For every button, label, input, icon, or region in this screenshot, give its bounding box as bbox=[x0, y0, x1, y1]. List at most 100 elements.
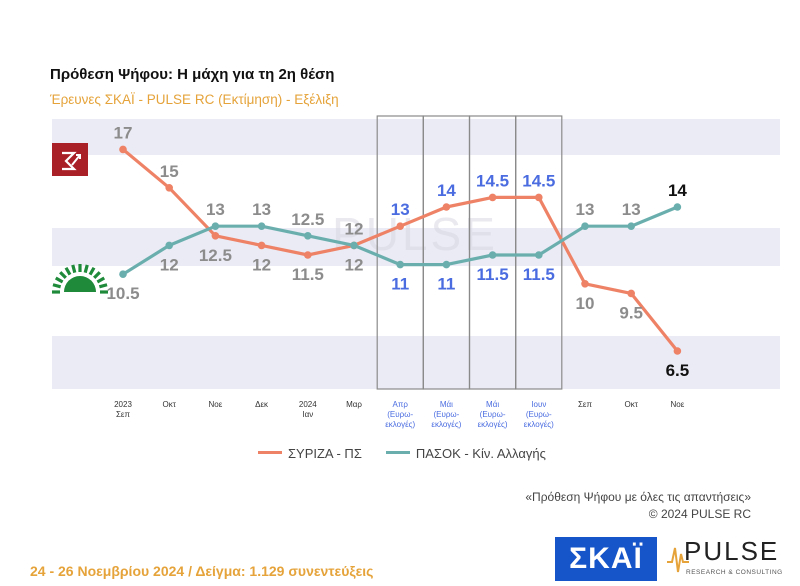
x-tick-9: Ιουν (Ευρω-εκλογές) bbox=[524, 400, 554, 429]
label-syriza-2: 12.5 bbox=[199, 246, 232, 265]
point-pasok-8 bbox=[488, 251, 497, 259]
label-syriza-0: 17 bbox=[114, 123, 133, 142]
x-tick-7: Μάι (Ευρω-εκλογές) bbox=[431, 400, 461, 429]
legend-label-syriza: ΣΥΡΙΖΑ - ΠΣ bbox=[288, 446, 362, 461]
label-pasok-4: 12.5 bbox=[291, 210, 324, 229]
label-syriza-9: 14.5 bbox=[522, 171, 555, 190]
election-period-box bbox=[515, 115, 563, 390]
point-syriza-12 bbox=[673, 347, 682, 355]
sun-ray bbox=[83, 264, 89, 274]
label-pasok-2: 13 bbox=[206, 200, 225, 219]
label-pasok-1: 12 bbox=[160, 255, 179, 274]
point-pasok-9 bbox=[535, 251, 543, 259]
point-syriza-10 bbox=[581, 280, 589, 288]
sun-ray bbox=[93, 271, 101, 279]
label-syriza-10: 10 bbox=[576, 294, 595, 313]
syriza-logo bbox=[52, 143, 88, 176]
point-syriza-6 bbox=[396, 222, 405, 230]
label-pasok-5: 12 bbox=[345, 255, 364, 274]
point-syriza-2 bbox=[211, 232, 220, 240]
grid-band bbox=[52, 336, 780, 389]
sun-ray bbox=[71, 264, 77, 274]
x-tick-6: Απρ (Ευρω-εκλογές) bbox=[385, 400, 415, 429]
label-pasok-9: 11.5 bbox=[523, 265, 555, 284]
pulse-logo: PULSE RESEARCH & CONSULTING bbox=[667, 536, 787, 582]
point-pasok-4 bbox=[304, 232, 312, 240]
sun-ray bbox=[88, 266, 96, 276]
label-syriza-1: 15 bbox=[160, 162, 179, 181]
pasok-logo bbox=[52, 264, 108, 294]
chart-subtitle: Έρευνες ΣΚΑΪ - PULSE RC (Εκτίμηση) - Εξέ… bbox=[50, 92, 339, 107]
x-tick-8: Μάι (Ευρω-εκλογές) bbox=[478, 400, 508, 429]
point-pasok-12 bbox=[673, 203, 682, 211]
note-line-2: © 2024 PULSE RC bbox=[648, 507, 751, 521]
label-pasok-6: 11 bbox=[391, 275, 409, 294]
x-tick-0: 2023 Σεπ bbox=[114, 400, 132, 419]
label-pasok-8: 11.5 bbox=[477, 265, 509, 284]
election-period-boxes bbox=[376, 115, 563, 390]
label-syriza-8: 14.5 bbox=[476, 171, 509, 190]
point-pasok-5 bbox=[350, 241, 358, 250]
x-tick-2: Νοε bbox=[209, 400, 223, 409]
legend-swatch-syriza bbox=[258, 451, 282, 454]
point-syriza-8 bbox=[488, 193, 497, 202]
legend-label-pasok: ΠΑΣΟΚ - Κίν. Αλλαγής bbox=[415, 446, 546, 461]
grid-band bbox=[52, 119, 780, 155]
point-syriza-4 bbox=[304, 251, 312, 259]
chart-note: «Πρόθεση Ψήφου με όλες τις απαντήσεις» ©… bbox=[525, 489, 751, 523]
x-tick-3: Δεκ bbox=[255, 400, 269, 409]
sun-ray bbox=[52, 283, 62, 289]
chart-legend: ΣΥΡΙΖΑ - ΠΣ ΠΑΣΟΚ - Κίν. Αλλαγής bbox=[258, 446, 546, 461]
pulse-logo-subtitle: RESEARCH & CONSULTING bbox=[686, 569, 783, 576]
note-line-1: «Πρόθεση Ψήφου με όλες τις απαντήσεις» bbox=[525, 490, 751, 504]
label-pasok-7: 11 bbox=[437, 275, 455, 294]
vote-intention-chart: PULSE 17 15 12.5 12 11.5 12 13 14 14.5 14.5 10 9.5 6… bbox=[52, 115, 780, 429]
point-syriza-1 bbox=[165, 184, 173, 192]
label-pasok-12: 14 bbox=[668, 181, 687, 200]
legend-item-syriza: ΣΥΡΙΖΑ - ΠΣ bbox=[258, 446, 362, 461]
pulse-wave-icon bbox=[667, 547, 689, 573]
point-pasok-6 bbox=[396, 260, 405, 269]
pulse-logo-text: PULSE bbox=[684, 536, 780, 566]
sun-ray bbox=[64, 266, 72, 276]
grid-bands bbox=[52, 119, 780, 389]
label-pasok-3: 13 bbox=[252, 200, 271, 219]
label-syriza-4: 11.5 bbox=[292, 265, 324, 284]
point-pasok-10 bbox=[581, 222, 589, 230]
label-pasok-11: 13 bbox=[622, 200, 641, 219]
chart-title: Πρόθεση Ψήφου: Η μάχη για τη 2η θέση bbox=[50, 66, 335, 83]
point-pasok-11 bbox=[627, 222, 635, 230]
label-syriza-6: 13 bbox=[391, 200, 410, 219]
point-syriza-9 bbox=[535, 193, 543, 202]
x-tick-11: Οκτ bbox=[625, 400, 639, 409]
grid-band bbox=[52, 228, 780, 266]
label-syriza-12: 6.5 bbox=[666, 361, 690, 380]
sun-ray bbox=[54, 276, 64, 284]
sun-ray bbox=[59, 271, 67, 279]
x-tick-5: Μαρ bbox=[346, 400, 362, 409]
label-syriza-5: 12 bbox=[345, 219, 364, 238]
point-pasok-7 bbox=[442, 260, 451, 269]
x-tick-10: Σεπ bbox=[578, 400, 593, 409]
point-pasok-0 bbox=[119, 270, 127, 279]
point-pasok-1 bbox=[165, 241, 173, 250]
point-syriza-3 bbox=[257, 241, 266, 250]
label-syriza-7: 14 bbox=[437, 181, 456, 200]
point-pasok-2 bbox=[211, 222, 220, 230]
pulse-watermark: PULSE bbox=[332, 208, 498, 260]
point-pasok-3 bbox=[257, 222, 266, 230]
point-syriza-0 bbox=[119, 145, 127, 154]
point-syriza-7 bbox=[442, 203, 451, 211]
label-pasok-0: 10.5 bbox=[106, 284, 139, 303]
legend-item-pasok: ΠΑΣΟΚ - Κίν. Αλλαγής bbox=[385, 446, 546, 461]
label-syriza-3: 12 bbox=[252, 255, 271, 274]
sun-ray bbox=[98, 283, 108, 289]
legend-swatch-pasok bbox=[385, 451, 410, 454]
x-tick-4: 2024 Ιαν bbox=[299, 400, 317, 419]
x-tick-12: Νοε bbox=[671, 400, 685, 409]
label-pasok-10: 13 bbox=[576, 200, 595, 219]
point-syriza-11 bbox=[627, 289, 635, 298]
survey-footer: 24 - 26 Νοεμβρίου 2024 / Δείγμα: 1.129 σ… bbox=[30, 563, 374, 579]
skai-logo: ΣΚΑΪ bbox=[555, 537, 657, 581]
label-syriza-11: 9.5 bbox=[619, 303, 643, 322]
